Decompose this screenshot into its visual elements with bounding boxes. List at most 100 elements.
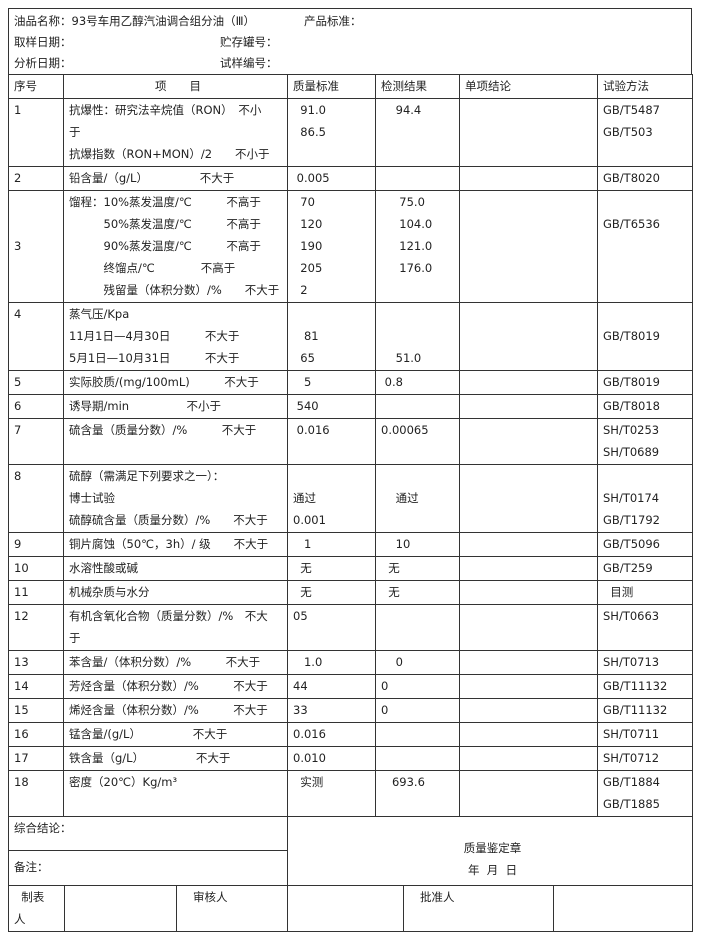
item-line: 50%蒸发温度/℃ 不高于 <box>69 217 261 231</box>
cell-item: 硫醇（需满足下列要求之一）： 博士试验 硫醇硫含量（质量分数）/% 不大于 <box>63 464 288 533</box>
product-standard: 产品标准： <box>304 14 362 28</box>
table-row: 5 实际胶质/(mg/100mL) 不大于 5 0.8 GB/T8019 <box>8 370 693 395</box>
table-row: 16 锰含量/(g/L） 不大于 0.016 SH/T0711 <box>8 722 693 747</box>
cell-item: 抗爆性：研究法辛烷值（RON） 不小于抗爆指数（RON+MON）/2 不小于 <box>63 98 288 167</box>
cell-item: 水溶性酸或碱 <box>63 556 288 581</box>
standard-line: 无 <box>293 585 312 599</box>
cell-standard: 0.005 <box>287 166 376 191</box>
cell-result <box>375 166 460 191</box>
row-number: 13 <box>8 650 64 675</box>
item-line: 于 <box>69 631 81 645</box>
cell-method: SH/T0253 SH/T0689 <box>597 418 693 465</box>
row-number: 11 <box>8 580 64 605</box>
results-table: 序号项 目质量标准 检测结果 单项结论 试验方法 1 抗爆性：研究法辛烷值（RON） 不… <box>8 74 693 817</box>
item-line: 博士试验 <box>69 491 115 505</box>
table-row: 7 硫含量（质量分数）/% 不大于 0.016 0.00065 SH/T0253 SH/… <box>8 418 693 465</box>
cell-standard: 5 <box>287 370 376 395</box>
remarks: 备注： <box>7 849 289 886</box>
cell-item: 馏程：10%蒸发温度/℃ 不高于 50%蒸发温度/℃ 不高于 90%蒸发温度/℃… <box>63 190 288 303</box>
column-header: 项 目 <box>63 74 288 99</box>
item-line: 5月1日—10月31日 不大于 <box>69 351 240 365</box>
row-number: 15 <box>8 698 64 723</box>
item-line: 烯烃含量（体积分数）/% 不大于 <box>69 703 268 717</box>
standard-line: 无 <box>293 561 312 575</box>
cell-item: 实际胶质/(mg/100mL) 不大于 <box>63 370 288 395</box>
method-line: GB/T5096 <box>603 537 660 551</box>
cell-item: 有机含氧化合物（质量分数）/% 不大于 <box>63 604 288 651</box>
cell-standard: 实测 <box>287 770 376 817</box>
row-number: 12 <box>8 604 64 651</box>
cell-result: 94.4 <box>375 98 460 167</box>
item-line: 于 <box>69 125 81 139</box>
method-line: SH/T0712 <box>603 751 660 765</box>
reviewed-by-field[interactable] <box>287 884 405 932</box>
standard-line <box>293 304 375 326</box>
result-line: 0 <box>381 655 403 669</box>
standard-line: 0.016 <box>293 423 330 437</box>
item-line: 实际胶质/(mg/100mL) 不大于 <box>69 375 259 389</box>
tank-no: 贮存罐号： <box>220 35 278 49</box>
cell-standard: 33 <box>287 698 376 723</box>
cell-result <box>375 746 460 771</box>
standard-line <box>293 466 375 488</box>
method-line: GB/T1885 <box>603 797 660 811</box>
standard-line: 05 <box>293 609 308 623</box>
cell-item: 锰含量/(g/L） 不大于 <box>63 722 288 747</box>
result-line: 693.6 <box>381 775 425 789</box>
table-row: 4 蒸气压/Kpa 11月1日—4月30日 不大于 5月1日—10月31日 不大于 8… <box>8 302 693 371</box>
item-line: 硫含量（质量分数）/% 不大于 <box>69 423 257 437</box>
row-number: 10 <box>8 556 64 581</box>
cell-conclusion <box>459 746 598 771</box>
cell-standard: 540 <box>287 394 376 419</box>
table-row: 2 铅含量/（g/L） 不大于 0.005 GB/T8020 <box>8 166 693 191</box>
cell-method: GB/T259 <box>597 556 693 581</box>
item-line: 苯含量/（体积分数）/% 不大于 <box>69 655 261 669</box>
method-line: GB/T503 <box>603 125 653 139</box>
item-line: 抗爆性：研究法辛烷值（RON） 不小 <box>69 103 262 117</box>
row-number: 4 <box>8 302 64 371</box>
cell-result: 0 <box>375 698 460 723</box>
method-line: SH/T0713 <box>603 655 660 669</box>
standard-line: 实测 <box>293 775 324 789</box>
cell-result: 0.8 <box>375 370 460 395</box>
standard-line: 81 <box>293 329 319 343</box>
cell-item: 苯含量/（体积分数）/% 不大于 <box>63 650 288 675</box>
item-line: 终馏点/℃ 不高于 <box>69 261 236 275</box>
standard-line: 0.001 <box>293 513 326 527</box>
prepared-by-field[interactable] <box>64 884 177 932</box>
cell-item: 芳烃含量（体积分数）/% 不大于 <box>63 674 288 699</box>
cell-method: GB/T11132 <box>597 698 693 723</box>
cell-conclusion <box>459 556 598 581</box>
result-line: 0 <box>381 703 389 717</box>
row-number: 2 <box>8 166 64 191</box>
cell-item: 诱导期/min 不小于 <box>63 394 288 419</box>
item-line: 抗爆指数（RON+MON）/2 不小于 <box>69 147 270 161</box>
report-footer: 综合结论： 质量鉴定章年 月 日 备注： 制表 人 审核人 批准人 <box>7 817 694 932</box>
cell-method: GB/T8019 <box>597 370 693 395</box>
row-number: 3 <box>8 190 64 303</box>
table-row: 1 抗爆性：研究法辛烷值（RON） 不小于抗爆指数（RON+MON）/2 不小于 … <box>8 98 693 167</box>
cell-conclusion <box>459 166 598 191</box>
method-line: GB/T8019 <box>603 329 660 343</box>
item-line: 90%蒸发温度/℃ 不高于 <box>69 239 261 253</box>
column-header: 试验方法 <box>597 74 693 99</box>
approved-by-field[interactable] <box>553 884 694 932</box>
cell-standard: 通过 0.001 <box>287 464 376 533</box>
row-number: 1 <box>8 98 64 167</box>
cell-method: GB/T5096 <box>597 532 693 557</box>
column-header: 质量标准 <box>287 74 376 99</box>
result-line: 104.0 <box>381 217 433 231</box>
item-line: 诱导期/min 不小于 <box>69 399 222 413</box>
cell-result: 0 <box>375 650 460 675</box>
cell-conclusion <box>459 674 598 699</box>
cell-result: 无 <box>375 556 460 581</box>
standard-line: 44 <box>293 679 308 693</box>
cell-result: 通过 <box>375 464 460 533</box>
cell-item: 铅含量/（g/L） 不大于 <box>63 166 288 191</box>
method-line <box>603 466 692 488</box>
row-number: 9 <box>8 532 64 557</box>
standard-line: 0.016 <box>293 727 326 741</box>
cell-standard: 0.016 <box>287 418 376 465</box>
method-line: SH/T0253 <box>603 423 660 437</box>
row-number: 6 <box>8 394 64 419</box>
